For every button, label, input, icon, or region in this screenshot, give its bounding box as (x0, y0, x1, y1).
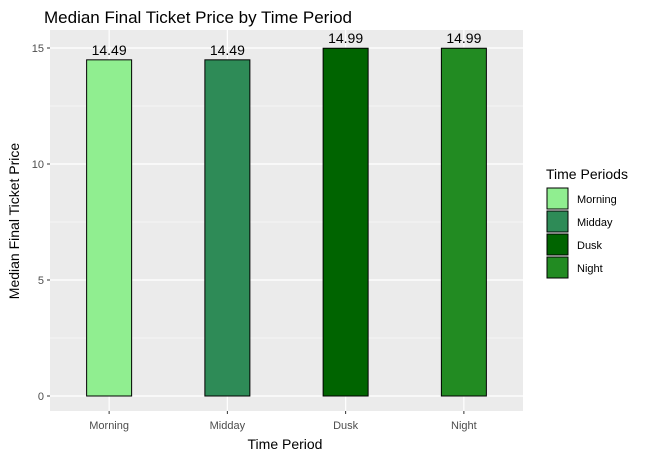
data-label-night: 14.99 (446, 30, 481, 46)
legend: Time Periods Morning Midday Dusk Night (546, 166, 628, 279)
x-axis-title: Time Period (248, 436, 323, 452)
legend-key-midday (546, 210, 569, 233)
legend-items: Morning Midday Dusk Night (546, 187, 617, 279)
legend-key-morning (546, 187, 569, 210)
legend-label-morning: Morning (577, 194, 617, 206)
data-label-midday: 14.49 (210, 42, 245, 58)
bar-dusk (322, 47, 369, 397)
bar-midday (204, 59, 251, 397)
axis-layer: 0 5 10 15 Morning Midday Dusk Night (32, 43, 477, 432)
x-tick-label: Midday (210, 420, 246, 432)
legend-label-night: Night (577, 263, 603, 275)
bar-layer (86, 47, 487, 397)
x-tick-label: Morning (89, 420, 129, 432)
chart-title: Median Final Ticket Price by Time Period (44, 8, 352, 27)
y-tick-label: 0 (38, 391, 44, 403)
bar-night (440, 47, 487, 397)
data-label-dusk: 14.99 (328, 30, 363, 46)
legend-label-midday: Midday (577, 217, 613, 229)
legend-key-night (546, 256, 569, 279)
bar-morning (86, 59, 133, 397)
y-tick-label: 10 (32, 159, 44, 171)
legend-key-dusk (546, 233, 569, 256)
y-tick-label: 5 (38, 275, 44, 287)
y-tick-label: 15 (32, 43, 44, 55)
x-tick-label: Night (451, 420, 477, 432)
legend-title: Time Periods (546, 166, 628, 182)
data-label-layer: 14.49 14.49 14.99 14.99 (92, 30, 482, 58)
legend-label-dusk: Dusk (577, 240, 603, 252)
y-axis-title: Median Final Ticket Price (6, 143, 22, 300)
data-label-morning: 14.49 (92, 42, 127, 58)
x-tick-label: Dusk (333, 420, 359, 432)
